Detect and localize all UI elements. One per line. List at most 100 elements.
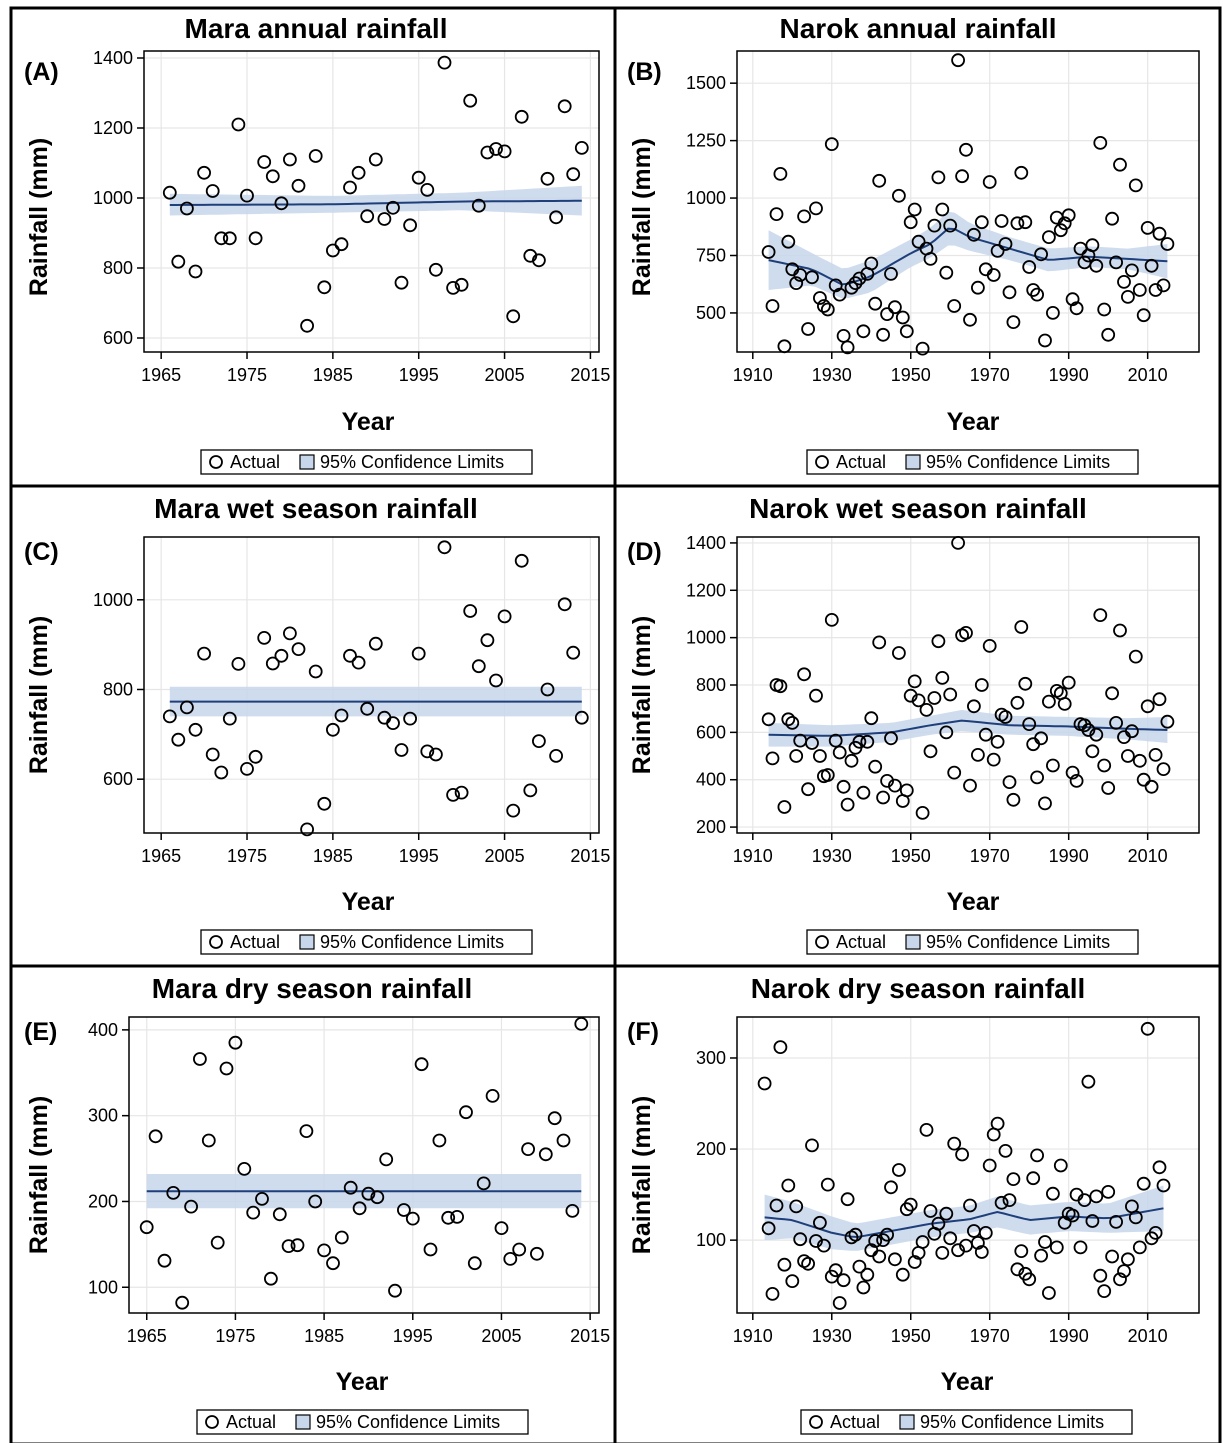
data-point — [1156, 1178, 1171, 1193]
data-point — [566, 167, 581, 182]
data-point — [343, 180, 357, 195]
data-point — [257, 631, 272, 645]
y-tick-label: 100 — [696, 1230, 726, 1250]
data-point — [463, 604, 478, 618]
data-point — [947, 765, 962, 780]
y-tick-label: 1200 — [686, 580, 726, 600]
chart-panel-D: 1910 1930 1950 1970 1990 2010 200 400 600 800 1000… — [627, 493, 1200, 955]
data-point — [998, 1144, 1013, 1158]
chart-panel-B: 1910 1930 1950 1970 1990 2010 500 750 1000 1250 15… — [627, 13, 1200, 475]
data-point — [1006, 792, 1021, 807]
data-point — [809, 688, 823, 703]
data-point — [919, 703, 934, 717]
data-point — [1097, 758, 1112, 773]
data-point — [1046, 758, 1060, 773]
data-point — [396, 1203, 411, 1217]
data-point — [379, 1152, 394, 1167]
data-point — [1026, 1171, 1041, 1186]
data-point — [1109, 716, 1123, 730]
data-point — [497, 609, 512, 624]
data-point — [411, 170, 426, 185]
y-axis-title: Rainfall (mm) — [25, 1096, 53, 1254]
data-point — [549, 749, 563, 763]
data-point — [343, 1180, 358, 1195]
data-point — [1132, 1240, 1147, 1255]
data-point — [840, 797, 855, 812]
data-point — [801, 322, 815, 336]
panel-letter: (C) — [24, 538, 59, 566]
data-point — [1053, 223, 1068, 238]
data-point — [959, 142, 973, 157]
data-point — [308, 1194, 323, 1209]
data-point — [923, 1204, 938, 1218]
data-point — [343, 648, 357, 663]
data-point — [246, 1205, 261, 1220]
gridlines — [129, 1017, 599, 1313]
data-point — [299, 1124, 314, 1138]
trend-line — [169, 199, 582, 206]
data-point — [856, 1280, 871, 1295]
data-point — [789, 276, 804, 291]
legend-ci-swatch — [905, 454, 921, 470]
chart-title: Narok dry season rainfall — [751, 973, 1086, 1004]
x-tick-label: 1970 — [970, 846, 1010, 866]
data-point — [317, 1243, 332, 1258]
data-point — [888, 300, 902, 315]
y-tick-label: 1200 — [93, 118, 133, 138]
data-point — [974, 215, 989, 230]
legend-box — [806, 449, 1139, 475]
y-tick-label: 1000 — [93, 188, 133, 208]
data-point — [1160, 714, 1175, 729]
data-point — [947, 1136, 962, 1151]
data-point — [454, 785, 469, 800]
data-point — [188, 722, 203, 737]
data-point — [1125, 724, 1139, 739]
data-point — [291, 178, 306, 193]
data-point — [805, 1138, 819, 1153]
data-point — [428, 262, 443, 277]
data-point — [205, 184, 220, 198]
data-point — [939, 265, 954, 280]
y-tick-label: 1000 — [93, 590, 133, 610]
data-point — [1085, 238, 1100, 253]
x-axis-title: Year — [947, 408, 1000, 436]
data-point — [943, 687, 958, 702]
data-point — [844, 753, 859, 768]
x-tick-label: 2010 — [1128, 846, 1168, 866]
data-point — [1002, 775, 1017, 789]
data-point — [1121, 289, 1135, 304]
y-tick-label: 800 — [696, 675, 726, 695]
data-point — [868, 296, 883, 311]
plot-frame — [143, 50, 600, 353]
data-point — [769, 1198, 784, 1213]
data-point — [386, 716, 400, 730]
data-point — [420, 744, 435, 759]
data-point — [179, 700, 194, 715]
data-point — [1140, 1021, 1155, 1036]
data-point — [281, 1239, 296, 1253]
y-tick-label: 800 — [103, 258, 133, 278]
confidence-band — [169, 185, 582, 216]
data-point — [978, 1226, 993, 1240]
data-point — [300, 318, 315, 333]
data-point — [240, 188, 254, 203]
x-tick-label: 1930 — [812, 846, 852, 866]
data-point — [506, 803, 521, 818]
legend-ci-label: 95% Confidence Limits — [926, 932, 1110, 952]
chart-title: Mara dry season rainfall — [152, 973, 473, 1004]
data-point — [868, 759, 883, 774]
data-point — [982, 175, 997, 189]
data-point — [1152, 692, 1167, 707]
data-point — [1014, 1244, 1029, 1258]
gridlines — [144, 537, 599, 833]
data-point — [184, 1199, 199, 1214]
data-point — [489, 142, 503, 156]
data-point — [899, 324, 914, 339]
data-point — [836, 328, 851, 343]
chart-title: Mara wet season rainfall — [154, 493, 478, 524]
data-point — [1113, 623, 1127, 638]
data-point — [931, 170, 946, 185]
data-point — [265, 169, 280, 184]
y-tick-label: 300 — [696, 1048, 726, 1068]
data-points — [139, 1017, 589, 1310]
